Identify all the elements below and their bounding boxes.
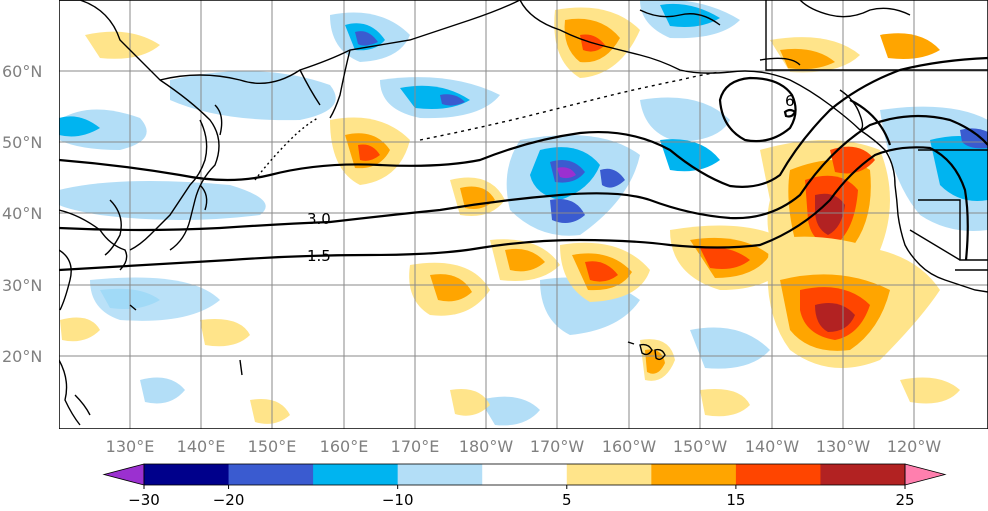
colorbar-tick-label: 15 — [726, 491, 745, 509]
lon-label-140w: 140°W — [745, 437, 800, 456]
colorbar-segment — [482, 464, 568, 485]
lon-label-150w: 150°W — [673, 437, 728, 456]
contour-label-small-6: 6 — [785, 92, 795, 110]
colorbar-tick-label: −30 — [128, 491, 160, 509]
colorbar-segment — [735, 464, 821, 485]
colorbar-segment — [313, 464, 399, 485]
lon-label-160w: 160°W — [602, 437, 657, 456]
lat-label-30n: 30°N — [2, 276, 42, 295]
colorbar-segment — [820, 464, 906, 485]
colorbar-segment — [651, 464, 737, 485]
colorbar-segment — [228, 464, 314, 485]
lon-label-160e: 160°E — [320, 437, 369, 456]
contour-lines — [59, 56, 988, 272]
colorbar: −30 −20 −10 5 15 25 — [102, 463, 947, 509]
lon-label-140e: 140°E — [177, 437, 226, 456]
colorbar-extend-high — [904, 463, 947, 486]
lat-label-20n: 20°N — [2, 347, 42, 366]
colorbar-outline — [143, 463, 906, 486]
gridlines — [59, 0, 988, 429]
colorbar-segments — [102, 463, 947, 486]
colorbar-segment — [144, 464, 230, 485]
colorbar-extend-low — [102, 463, 145, 486]
lon-label-170e: 170°E — [391, 437, 440, 456]
longitude-axis: 130°E 140°E 150°E 160°E 170°E 180°W 170°… — [106, 437, 942, 456]
lon-label-130w: 130°W — [816, 437, 871, 456]
lon-label-120w: 120°W — [887, 437, 942, 456]
colorbar-tick-label: 5 — [562, 491, 572, 509]
lon-label-180w: 180°W — [459, 437, 514, 456]
coastlines — [59, 0, 988, 426]
lon-label-150e: 150°E — [248, 437, 297, 456]
colorbar-tick-label: −20 — [213, 491, 245, 509]
colorbar-ticks: −30 −20 −10 5 15 25 — [128, 485, 915, 509]
lat-label-50n: 50°N — [2, 133, 42, 152]
lon-label-170w: 170°W — [530, 437, 585, 456]
colorbar-segment — [566, 464, 652, 485]
lon-label-130e: 130°E — [106, 437, 155, 456]
negative-anomaly-shading — [59, 0, 988, 426]
colorbar-segment — [397, 464, 483, 485]
map-area: 3.0 1.5 6 — [59, 0, 988, 429]
contour-label-3-0: 3.0 — [307, 210, 331, 228]
colorbar-tick-label: 25 — [895, 491, 914, 509]
lat-label-60n: 60°N — [2, 62, 42, 81]
latitude-axis: 60°N 50°N 40°N 30°N 20°N — [2, 62, 42, 366]
contour-label-group: 3.0 1.5 6 — [307, 92, 795, 265]
lat-label-40n: 40°N — [2, 204, 42, 223]
colorbar-tick-label: −10 — [382, 491, 414, 509]
contour-label-1-5: 1.5 — [307, 247, 331, 265]
